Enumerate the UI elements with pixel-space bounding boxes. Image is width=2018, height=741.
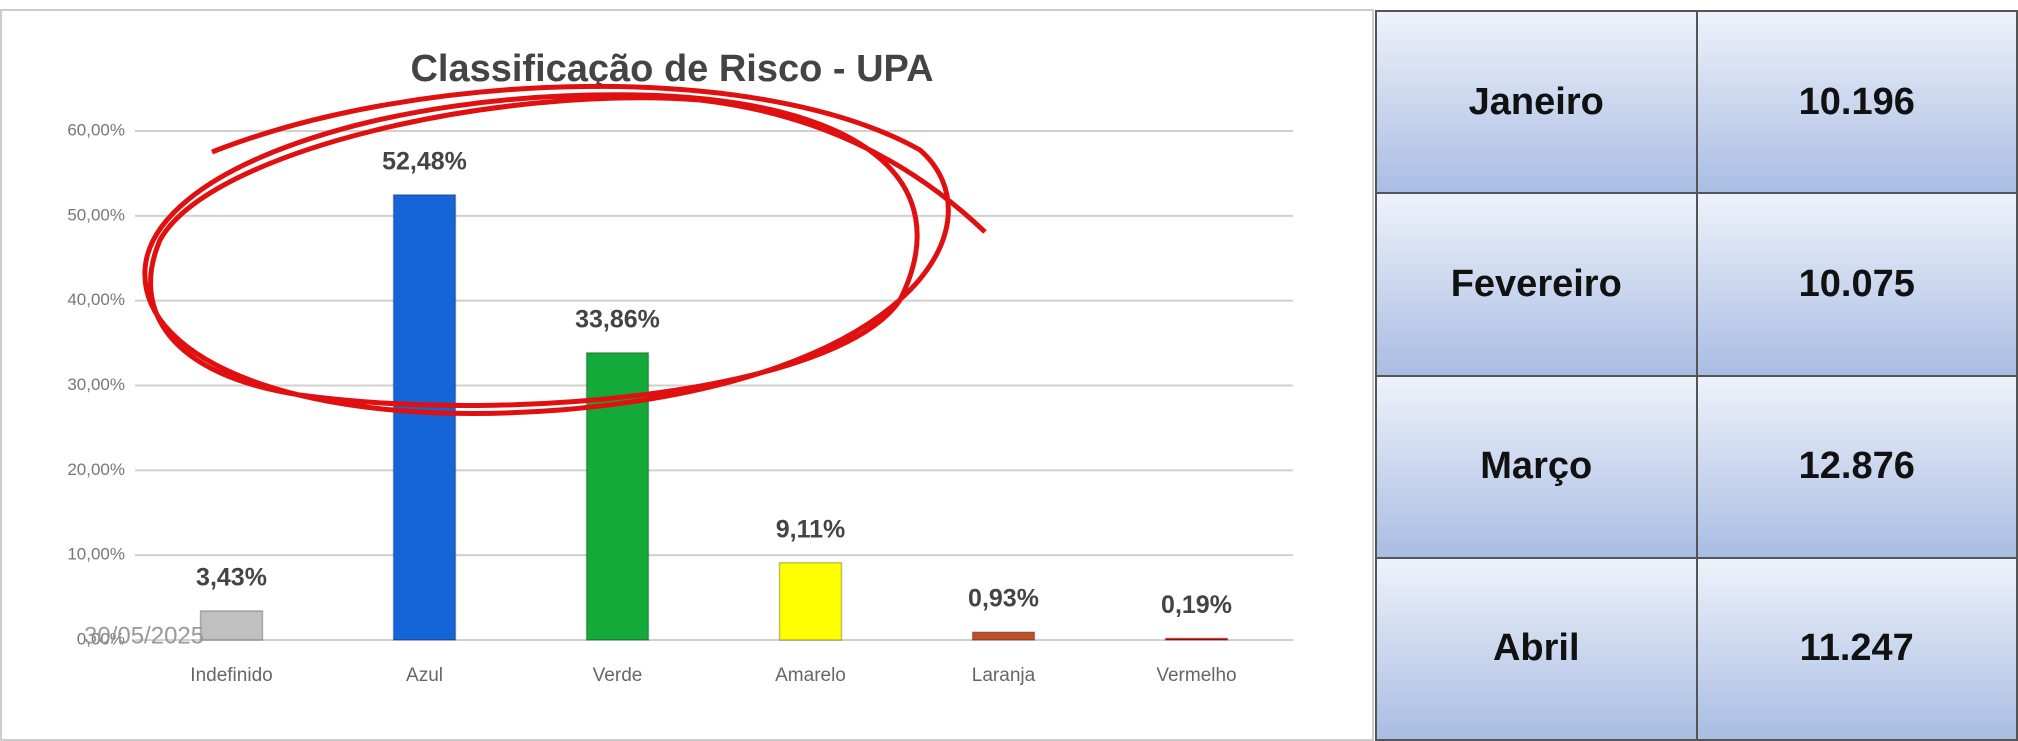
y-tick-label: 60,00%: [67, 120, 125, 139]
count-cell: 11.247: [1695, 556, 2018, 741]
data-label: 3,43%: [196, 564, 267, 592]
date-annotation: 30/05/2025: [84, 622, 204, 649]
data-label: 52,48%: [382, 147, 467, 175]
month-cell: Janeiro: [1375, 9, 1698, 195]
x-tick-label: Amarelo: [775, 665, 846, 686]
bar: [971, 631, 1036, 641]
chart: Classificação de Risco - UPA 0,00% 10,00%…: [0, 9, 1374, 741]
table-row: Março 12.876: [1375, 374, 2018, 559]
y-tick-label: 0,00%: [77, 629, 125, 648]
month-table: Janeiro 10.196 Fevereiro 10.075 Março 12.876 A…: [1375, 9, 2018, 741]
bar: [778, 561, 843, 641]
x-tick-label: Indefinido: [190, 665, 272, 686]
x-tick-label: Verde: [593, 665, 643, 686]
y-tick-label: 40,00%: [67, 290, 125, 309]
bar: [199, 610, 264, 641]
data-label: 33,86%: [575, 305, 660, 333]
table-row: Janeiro 10.196: [1375, 9, 2018, 195]
table-row: Fevereiro 10.075: [1375, 192, 2018, 377]
x-tick-label: Vermelho: [1156, 665, 1236, 686]
x-tick-label: Laranja: [972, 665, 1036, 686]
data-label: 0,93%: [968, 585, 1039, 613]
y-tick-label: 20,00%: [67, 460, 125, 479]
month-cell: Março: [1375, 374, 1698, 559]
y-tick-label: 30,00%: [67, 375, 125, 394]
y-tick-label: 10,00%: [67, 545, 125, 564]
count-cell: 10.196: [1695, 9, 2018, 195]
month-cell: Abril: [1375, 556, 1698, 741]
month-cell: Fevereiro: [1375, 192, 1698, 377]
data-label: 0,19%: [1161, 591, 1232, 619]
chart-title: Classificação de Risco - UPA: [410, 48, 933, 90]
count-cell: 12.876: [1695, 374, 2018, 559]
table-row: Abril 11.247: [1375, 556, 2018, 741]
count-cell: 10.075: [1695, 192, 2018, 377]
x-tick-label: Azul: [406, 665, 443, 686]
circle-annotation: [142, 84, 987, 416]
bar: [1164, 637, 1229, 641]
y-tick-label: 50,00%: [67, 205, 125, 224]
bar: [392, 194, 457, 641]
data-label: 9,11%: [776, 515, 846, 543]
